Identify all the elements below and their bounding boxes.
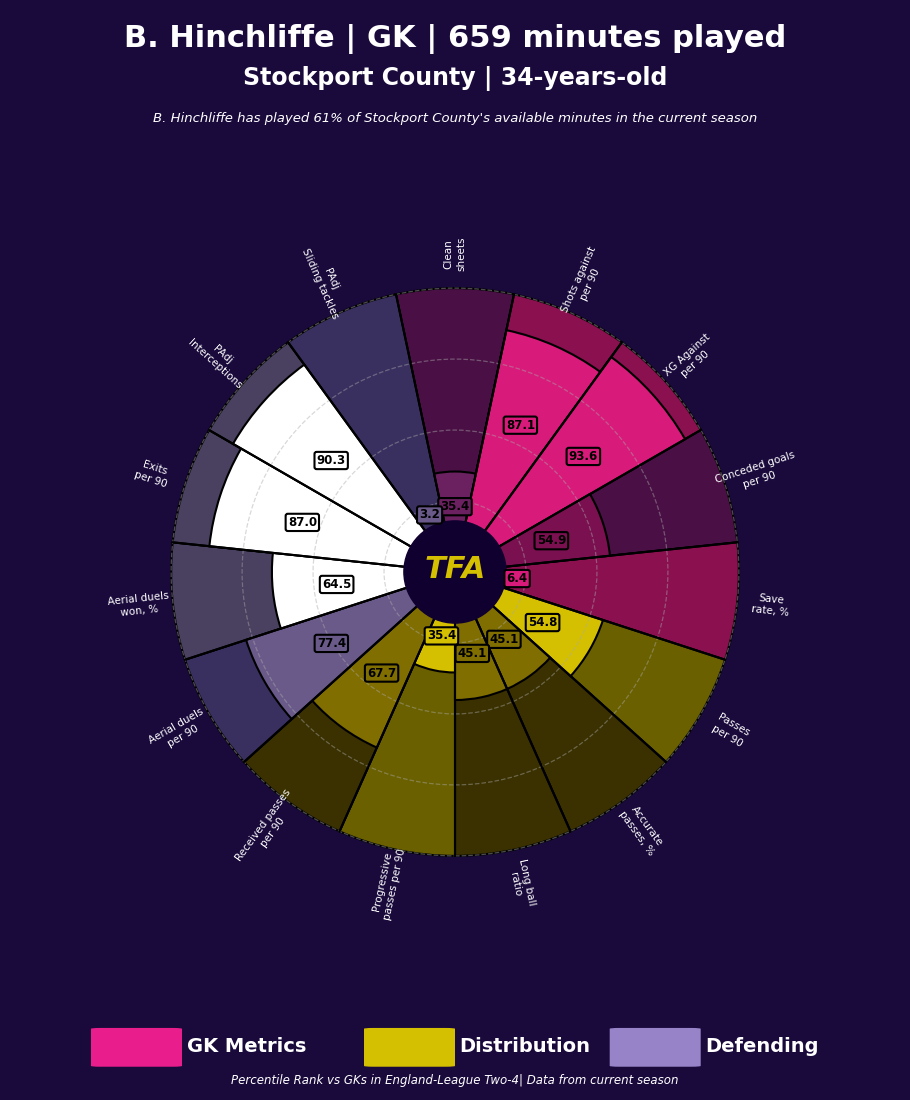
Wedge shape [171,542,455,660]
Wedge shape [455,430,737,572]
Wedge shape [455,342,701,572]
Text: B. Hinchliffe | GK | 659 minutes played: B. Hinchliffe | GK | 659 minutes played [124,24,786,54]
Wedge shape [173,430,455,572]
Wedge shape [185,572,455,762]
Text: Save
rate, %: Save rate, % [752,592,791,618]
Wedge shape [312,572,455,748]
Text: Passes
per 90: Passes per 90 [710,713,751,749]
Text: Aerial duels
won, %: Aerial duels won, % [107,591,170,619]
Wedge shape [455,572,507,700]
Circle shape [404,521,506,623]
Text: 87.1: 87.1 [506,419,535,431]
Text: 35.4: 35.4 [427,629,456,642]
Text: GK Metrics: GK Metrics [187,1036,306,1056]
Text: 45.1: 45.1 [458,647,487,660]
FancyBboxPatch shape [364,1027,455,1067]
Wedge shape [339,572,455,856]
Text: Aerial duels
per 90: Aerial duels per 90 [147,706,212,756]
Text: 54.9: 54.9 [537,535,566,547]
Text: 3.2: 3.2 [420,508,440,521]
FancyBboxPatch shape [610,1027,701,1067]
Text: Clean
sheets: Clean sheets [444,236,466,272]
Wedge shape [450,563,455,572]
Wedge shape [455,494,610,572]
Text: Exits
per 90: Exits per 90 [133,458,172,490]
Text: Percentile Rank vs GKs in England-League Two-4| Data from current season: Percentile Rank vs GKs in England-League… [231,1075,679,1087]
Wedge shape [455,542,739,660]
Text: 93.6: 93.6 [569,450,598,463]
Text: Accurate
passes, %: Accurate passes, % [617,802,666,857]
Wedge shape [288,295,455,572]
Text: 6.4: 6.4 [507,572,528,585]
Text: 77.4: 77.4 [317,637,346,650]
Wedge shape [455,358,685,572]
Wedge shape [414,572,455,672]
Text: Conceded goals
per 90: Conceded goals per 90 [714,450,801,497]
Wedge shape [209,342,455,572]
Wedge shape [455,295,622,572]
Wedge shape [455,572,551,689]
Wedge shape [209,449,455,572]
Text: Stockport County | 34-years-old: Stockport County | 34-years-old [243,66,667,91]
Text: PAdj
Sliding tackles: PAdj Sliding tackles [300,242,351,321]
Text: Defending: Defending [705,1036,819,1056]
Text: Distribution: Distribution [460,1036,591,1056]
Text: 87.0: 87.0 [288,516,317,529]
Wedge shape [455,572,571,856]
Text: PAdj
Interceptions: PAdj Interceptions [186,328,252,390]
Text: XG Against
per 90: XG Against per 90 [662,331,721,387]
Wedge shape [455,330,601,572]
Text: 64.5: 64.5 [322,578,351,591]
Wedge shape [434,472,476,572]
Wedge shape [455,572,725,762]
Text: TFA: TFA [424,554,486,584]
Text: B. Hinchliffe has played 61% of Stockport County's available minutes in the curr: B. Hinchliffe has played 61% of Stockpor… [153,112,757,125]
Text: Progressive
passes per 90: Progressive passes per 90 [370,845,408,921]
Text: 35.4: 35.4 [440,500,470,514]
FancyBboxPatch shape [91,1027,182,1067]
Wedge shape [246,572,455,719]
Text: 90.3: 90.3 [317,454,346,467]
Text: Shots against
per 90: Shots against per 90 [560,244,609,319]
Text: Long ball
ratio: Long ball ratio [505,857,537,909]
Wedge shape [233,364,455,572]
Wedge shape [396,288,514,572]
Text: 45.1: 45.1 [490,632,519,646]
Text: Received passes
per 90: Received passes per 90 [234,788,302,871]
Wedge shape [244,572,455,832]
Wedge shape [272,553,455,628]
Text: 54.8: 54.8 [528,616,557,629]
Wedge shape [455,572,603,676]
Wedge shape [455,572,666,832]
Wedge shape [455,570,473,578]
Text: 67.7: 67.7 [367,667,396,680]
